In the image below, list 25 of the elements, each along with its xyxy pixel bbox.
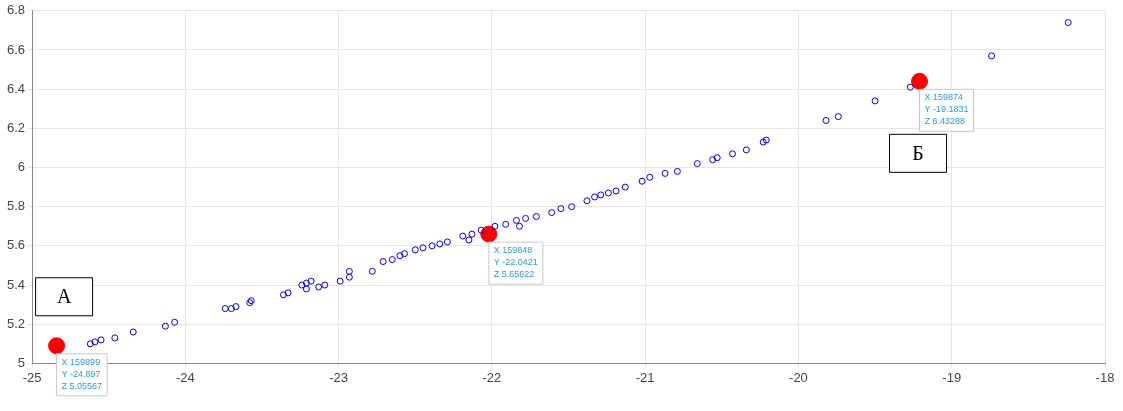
annotation: Б xyxy=(912,141,924,164)
x-tick-label: -23 xyxy=(329,369,349,385)
y-tick-label: 5.8 xyxy=(6,198,26,214)
point xyxy=(48,337,66,355)
x-tick-label: -22 xyxy=(482,369,502,385)
annotation: А xyxy=(56,285,72,308)
x-tick-label: -19 xyxy=(942,369,962,385)
x-tick-label: -25 xyxy=(22,369,42,385)
y-tick-label: 6.4 xyxy=(6,80,26,96)
x-tick-label: -20 xyxy=(789,369,808,385)
annotation: X 159899 Y -24.897 Z 5.05567 xyxy=(61,356,103,391)
y-tick-label: 6.8 xyxy=(6,2,26,18)
y-tick-label: 5.4 xyxy=(6,276,26,292)
x-tick-label: -21 xyxy=(635,369,655,385)
y-tick-label: 6.6 xyxy=(6,41,26,57)
y-tick-label: 6.2 xyxy=(6,119,26,135)
y-tick-label: 5.6 xyxy=(6,237,26,253)
y-tick-label: 6 xyxy=(17,159,26,175)
x-tick-label: -18 xyxy=(1095,369,1115,385)
annotation: X 159874 Y -19.1831 Z 6.43288 xyxy=(924,92,969,127)
x-tick-label: -24 xyxy=(175,369,195,385)
y-tick-label: 5 xyxy=(17,354,26,370)
annotation: X 159848 Y -22.0421 Z 5.65622 xyxy=(493,245,538,280)
point xyxy=(911,72,929,90)
y-tick-label: 5.2 xyxy=(6,315,26,331)
